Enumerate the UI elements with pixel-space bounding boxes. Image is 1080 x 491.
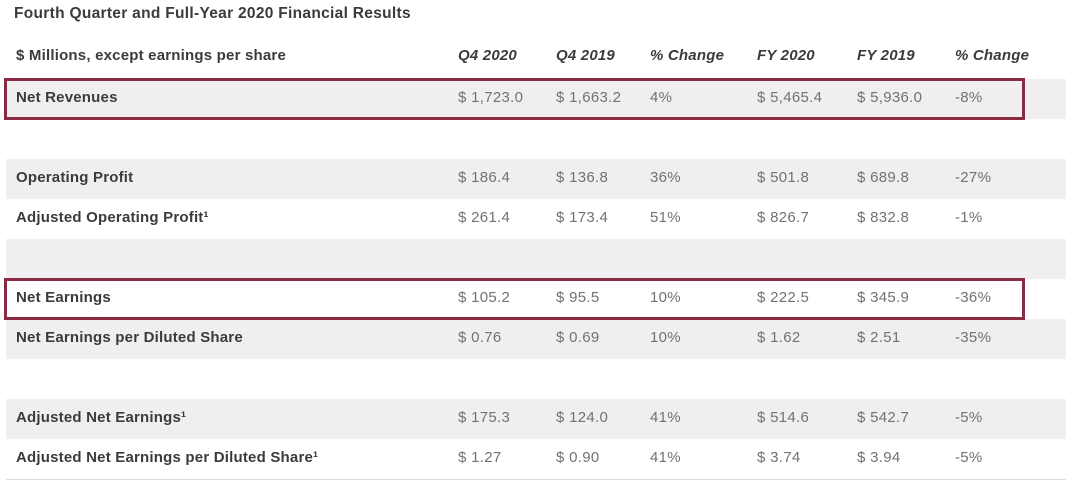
table-row-adjusted-operating-profit: Adjusted Operating Profit¹ $ 261.4 $ 173… bbox=[6, 199, 1066, 239]
cell-value: $ 1.27 bbox=[458, 449, 502, 466]
column-header-q4-2019: Q4 2019 bbox=[556, 47, 615, 64]
cell-value: 10% bbox=[650, 329, 681, 346]
row-label: Adjusted Net Earnings¹ bbox=[16, 409, 187, 426]
table-row-operating-profit: Operating Profit $ 186.4 $ 136.8 36% $ 5… bbox=[6, 159, 1066, 199]
cell-value: -8% bbox=[955, 89, 983, 106]
spacer-row bbox=[6, 119, 1066, 159]
cell-value: 41% bbox=[650, 409, 681, 426]
cell-value: $ 514.6 bbox=[757, 409, 810, 426]
cell-value: $ 5,465.4 bbox=[757, 89, 823, 106]
cell-value: $ 1,663.2 bbox=[556, 89, 622, 106]
cell-value: $ 345.9 bbox=[857, 289, 910, 306]
table-row-adjusted-net-earnings-per-diluted-share: Adjusted Net Earnings per Diluted Share¹… bbox=[6, 439, 1066, 479]
cell-value: 10% bbox=[650, 289, 681, 306]
table-row-net-earnings: Net Earnings $ 105.2 $ 95.5 10% $ 222.5 … bbox=[4, 278, 1066, 320]
page-title: Fourth Quarter and Full-Year 2020 Financ… bbox=[14, 5, 411, 22]
cell-value: -27% bbox=[955, 169, 992, 186]
cell-value: $ 0.90 bbox=[556, 449, 600, 466]
cell-value: -36% bbox=[955, 289, 992, 306]
table-row-adjusted-net-earnings: Adjusted Net Earnings¹ $ 175.3 $ 124.0 4… bbox=[6, 399, 1066, 439]
cell-value: $ 826.7 bbox=[757, 209, 810, 226]
cell-value: $ 186.4 bbox=[458, 169, 511, 186]
cell-value: 4% bbox=[650, 89, 673, 106]
cell-value: -5% bbox=[955, 409, 983, 426]
cell-value: $ 105.2 bbox=[458, 289, 511, 306]
row-label: Net Earnings per Diluted Share bbox=[16, 329, 243, 346]
table-row-net-earnings-per-diluted-share: Net Earnings per Diluted Share $ 0.76 $ … bbox=[6, 319, 1066, 359]
cell-value: $ 136.8 bbox=[556, 169, 609, 186]
cell-value: $ 222.5 bbox=[757, 289, 810, 306]
cell-value: 36% bbox=[650, 169, 681, 186]
cell-value: $ 173.4 bbox=[556, 209, 609, 226]
cell-value: $ 95.5 bbox=[556, 289, 600, 306]
table-row-net-revenues: Net Revenues $ 1,723.0 $ 1,663.2 4% $ 5,… bbox=[4, 78, 1066, 120]
cell-value: -5% bbox=[955, 449, 983, 466]
row-label: Adjusted Net Earnings per Diluted Share¹ bbox=[16, 449, 319, 466]
row-label: Adjusted Operating Profit¹ bbox=[16, 209, 209, 226]
cell-value: $ 124.0 bbox=[556, 409, 609, 426]
row-label: Net Revenues bbox=[16, 89, 118, 106]
column-header-fy-2020: FY 2020 bbox=[757, 47, 815, 64]
table-header: $ Millions, except earnings per share Q4… bbox=[6, 42, 1066, 70]
cell-value: -1% bbox=[955, 209, 983, 226]
cell-value: $ 3.94 bbox=[857, 449, 901, 466]
cell-value: 41% bbox=[650, 449, 681, 466]
cell-value: $ 5,936.0 bbox=[857, 89, 923, 106]
row-label: Operating Profit bbox=[16, 169, 134, 186]
table-body: Net Revenues $ 1,723.0 $ 1,663.2 4% $ 5,… bbox=[4, 78, 1066, 480]
column-header-q4-change: % Change bbox=[650, 47, 725, 64]
cell-value: $ 2.51 bbox=[857, 329, 901, 346]
cell-value: $ 832.8 bbox=[857, 209, 910, 226]
cell-value: -35% bbox=[955, 329, 992, 346]
cell-value: $ 0.69 bbox=[556, 329, 600, 346]
spacer-row bbox=[6, 239, 1066, 279]
column-header-fy-2019: FY 2019 bbox=[857, 47, 915, 64]
cell-value: $ 261.4 bbox=[458, 209, 511, 226]
spacer-row bbox=[6, 359, 1066, 399]
row-label: Net Earnings bbox=[16, 289, 111, 306]
cell-value: 51% bbox=[650, 209, 681, 226]
cell-value: $ 3.74 bbox=[757, 449, 801, 466]
unit-label: $ Millions, except earnings per share bbox=[16, 47, 286, 64]
cell-value: $ 689.8 bbox=[857, 169, 910, 186]
cell-value: $ 1,723.0 bbox=[458, 89, 524, 106]
cell-value: $ 175.3 bbox=[458, 409, 511, 426]
cell-value: $ 1.62 bbox=[757, 329, 801, 346]
column-header-q4-2020: Q4 2020 bbox=[458, 47, 517, 64]
cell-value: $ 542.7 bbox=[857, 409, 910, 426]
column-header-fy-change: % Change bbox=[955, 47, 1030, 64]
cell-value: $ 0.76 bbox=[458, 329, 502, 346]
cell-value: $ 501.8 bbox=[757, 169, 810, 186]
